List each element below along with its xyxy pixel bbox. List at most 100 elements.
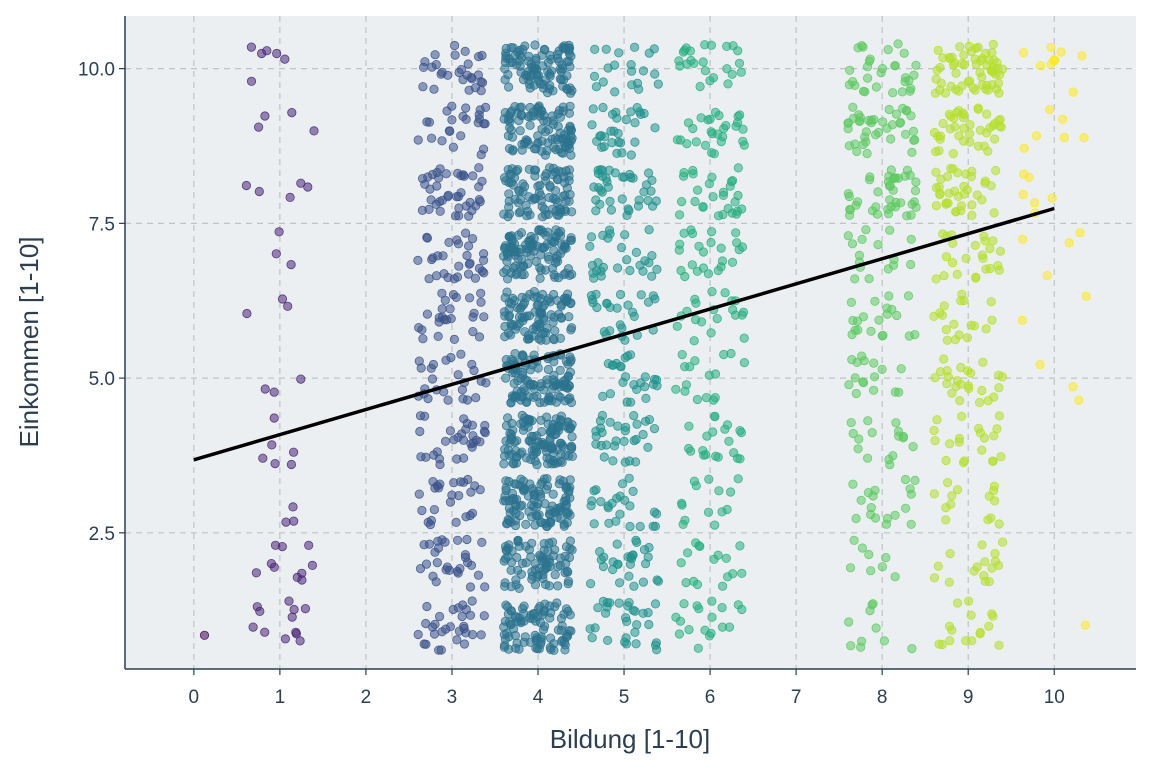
data-point (272, 48, 282, 59)
data-point (972, 562, 982, 572)
data-point (518, 179, 528, 189)
data-point (564, 176, 574, 186)
data-point (884, 291, 894, 301)
data-point (283, 301, 293, 311)
data-point (424, 274, 434, 284)
data-point (439, 269, 449, 279)
data-point (566, 131, 576, 141)
data-point (653, 79, 663, 89)
data-point (524, 414, 534, 424)
data-point (506, 319, 516, 329)
data-point (531, 256, 542, 267)
data-point (427, 62, 437, 72)
data-point (638, 66, 649, 76)
data-point (551, 206, 561, 216)
data-point (612, 303, 622, 313)
data-point (857, 351, 867, 361)
data-point (857, 234, 867, 244)
data-point (877, 64, 888, 74)
data-point (520, 327, 530, 337)
data-point (424, 539, 434, 549)
data-point (281, 517, 291, 527)
data-point (567, 432, 577, 442)
data-point (500, 541, 511, 552)
data-point (1068, 87, 1078, 97)
data-point (857, 40, 867, 51)
data-point (844, 141, 854, 151)
data-point (516, 228, 527, 238)
data-point (736, 67, 746, 77)
data-point (269, 413, 279, 423)
data-point (625, 265, 635, 276)
data-point (731, 228, 741, 238)
data-point (681, 43, 691, 53)
data-point (537, 289, 548, 299)
data-point (603, 501, 613, 511)
data-point (617, 194, 627, 204)
data-point (547, 537, 558, 547)
data-point (466, 560, 477, 571)
data-point (897, 87, 907, 97)
data-point (531, 643, 541, 653)
data-point (512, 552, 522, 563)
data-point (435, 206, 445, 216)
data-point (698, 57, 708, 67)
data-point (849, 535, 859, 546)
data-point (679, 599, 689, 609)
data-point (542, 227, 553, 237)
data-point (593, 165, 603, 175)
data-point (449, 274, 459, 284)
data-point (446, 352, 456, 363)
data-point (545, 182, 555, 192)
data-point (502, 628, 512, 639)
data-point (432, 181, 442, 191)
data-point (295, 636, 305, 646)
data-point (1042, 270, 1052, 281)
data-point (556, 147, 567, 158)
data-point (981, 264, 991, 274)
data-point (551, 225, 561, 235)
data-point (422, 601, 432, 612)
data-point (1018, 234, 1028, 244)
data-point (703, 269, 714, 279)
data-point (993, 261, 1003, 271)
data-point (437, 304, 447, 314)
data-point (539, 605, 550, 616)
data-point (509, 378, 519, 388)
data-point (432, 557, 442, 568)
data-point (693, 643, 703, 653)
data-point (604, 225, 615, 235)
data-point (630, 137, 640, 147)
data-point (623, 300, 633, 310)
data-point (458, 453, 469, 463)
data-point (933, 45, 943, 56)
data-point (501, 373, 511, 383)
data-point (457, 611, 467, 622)
data-point (891, 418, 901, 428)
data-point (634, 84, 644, 94)
data-point (529, 608, 540, 619)
data-point (935, 190, 945, 200)
data-point (911, 177, 921, 187)
data-point (720, 288, 730, 298)
data-point (242, 308, 252, 319)
data-point (530, 580, 541, 590)
data-point (450, 50, 460, 60)
data-point (636, 290, 646, 300)
data-point (307, 560, 317, 571)
data-point (456, 131, 466, 141)
data-point (555, 365, 565, 375)
data-point (848, 479, 858, 489)
data-point (900, 503, 911, 513)
data-point (635, 521, 645, 532)
data-point (552, 49, 563, 59)
data-point (959, 123, 969, 133)
data-point (563, 141, 574, 151)
data-point (866, 326, 876, 336)
data-point (1079, 133, 1089, 143)
data-point (631, 434, 641, 445)
data-point (246, 42, 256, 52)
data-point (508, 146, 518, 156)
data-point (1046, 42, 1056, 52)
data-point (707, 596, 717, 606)
